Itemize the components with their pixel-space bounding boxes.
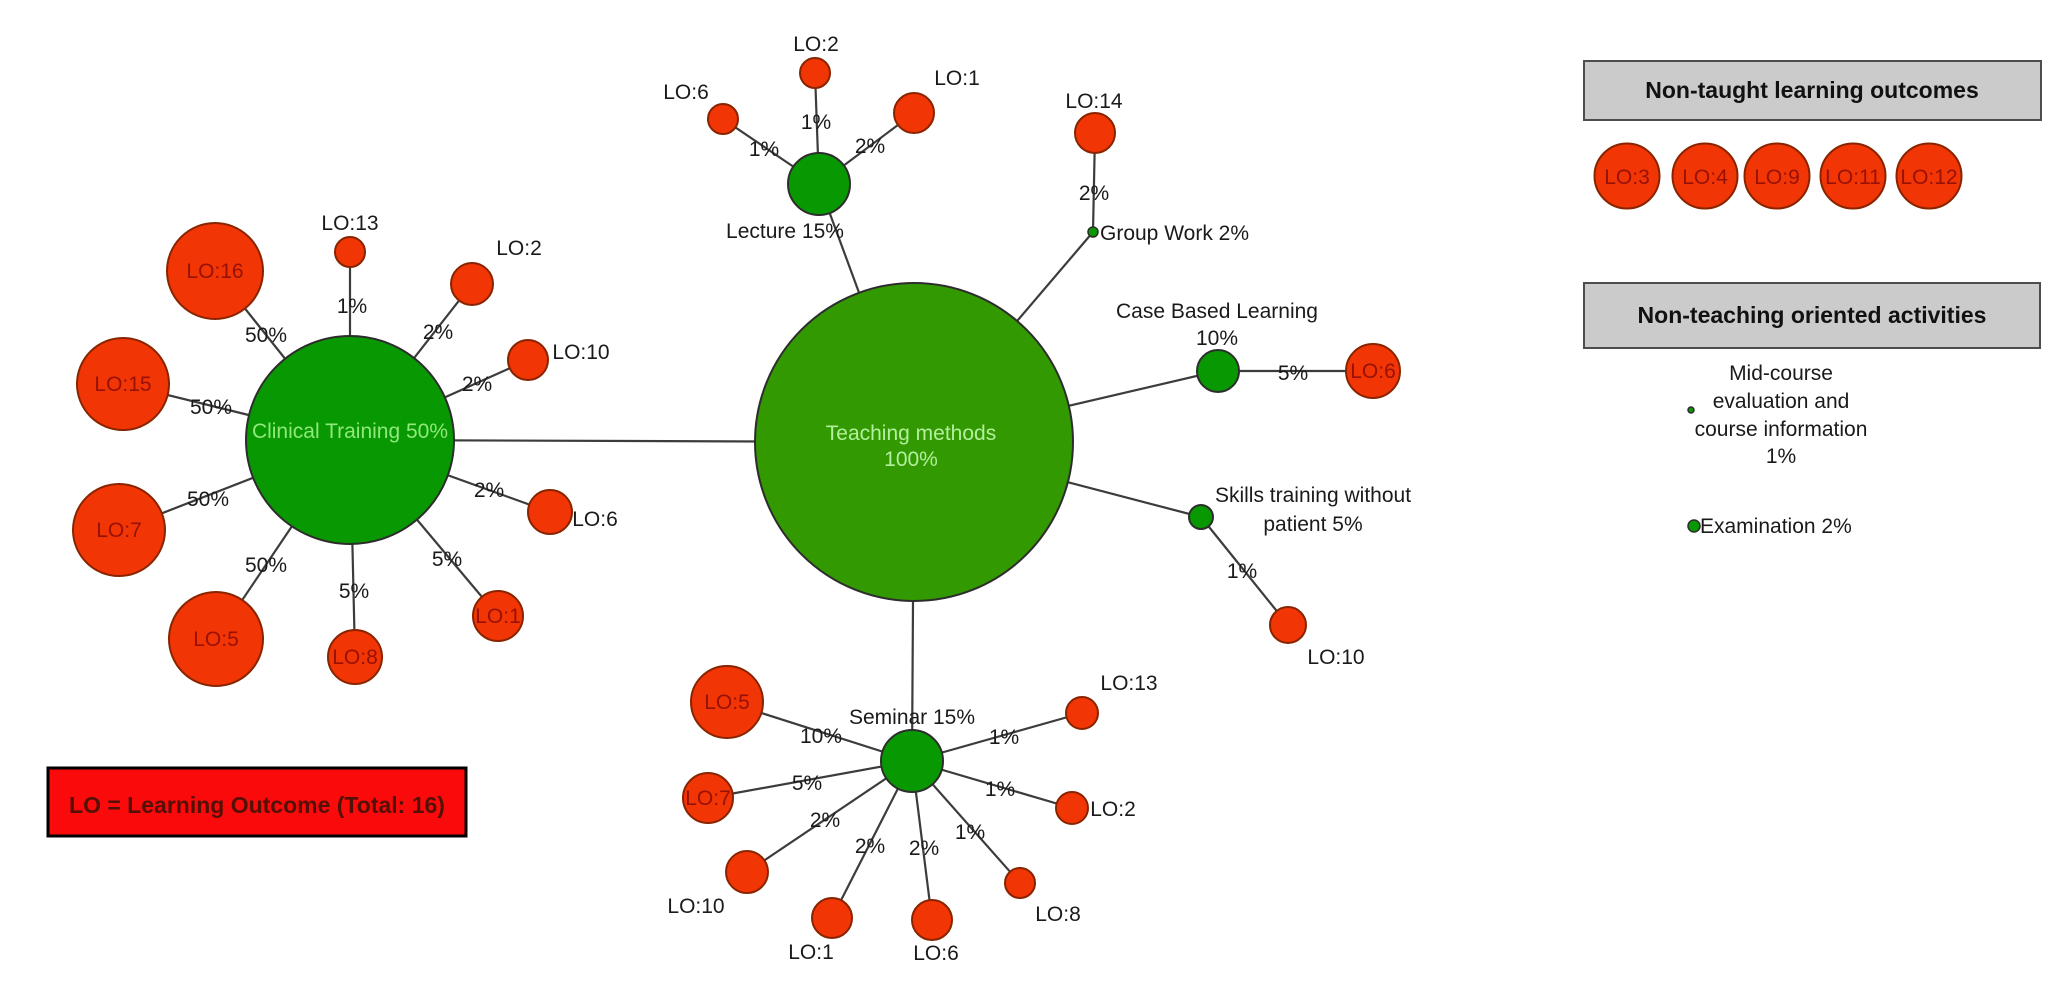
- svg-text:evaluation and: evaluation and: [1713, 390, 1850, 413]
- svg-text:Group Work 2%: Group Work 2%: [1100, 222, 1249, 245]
- svg-text:LO:1: LO:1: [475, 605, 521, 628]
- svg-text:LO:11: LO:11: [1825, 166, 1881, 189]
- svg-text:LO:1: LO:1: [788, 941, 834, 964]
- svg-text:LO:10: LO:10: [1307, 646, 1364, 669]
- svg-text:2%: 2%: [855, 835, 885, 858]
- svg-text:LO:16: LO:16: [186, 260, 243, 283]
- svg-text:LO:6: LO:6: [913, 942, 959, 965]
- svg-text:LO:15: LO:15: [94, 373, 151, 396]
- svg-text:1%: 1%: [955, 821, 985, 844]
- svg-text:50%: 50%: [190, 396, 232, 419]
- svg-text:LO:3: LO:3: [1604, 166, 1650, 189]
- svg-text:LO:10: LO:10: [667, 895, 724, 918]
- svg-text:100%: 100%: [884, 448, 938, 471]
- svg-text:5%: 5%: [432, 548, 462, 571]
- svg-text:2%: 2%: [462, 373, 492, 396]
- svg-text:5%: 5%: [792, 772, 822, 795]
- svg-text:Non-teaching oriented activiti: Non-teaching oriented activities: [1638, 302, 1987, 328]
- svg-text:LO:5: LO:5: [704, 691, 750, 714]
- svg-text:50%: 50%: [245, 324, 287, 347]
- svg-text:2%: 2%: [909, 837, 939, 860]
- svg-text:Teaching methods: Teaching methods: [826, 422, 996, 445]
- svg-text:1%: 1%: [337, 295, 367, 318]
- svg-text:1%: 1%: [1766, 445, 1796, 468]
- svg-text:1%: 1%: [989, 726, 1019, 749]
- svg-text:Clinical Training 50%: Clinical Training 50%: [252, 420, 448, 443]
- svg-text:LO:5: LO:5: [193, 628, 239, 651]
- svg-text:10%: 10%: [1196, 327, 1238, 350]
- svg-text:50%: 50%: [187, 488, 229, 511]
- svg-text:LO:9: LO:9: [1754, 166, 1800, 189]
- svg-text:patient 5%: patient 5%: [1263, 513, 1362, 536]
- svg-text:LO:2: LO:2: [1090, 798, 1136, 821]
- svg-text:2%: 2%: [423, 321, 453, 344]
- svg-text:Case Based Learning: Case Based Learning: [1116, 300, 1318, 323]
- svg-text:1%: 1%: [749, 138, 779, 161]
- svg-text:2%: 2%: [810, 809, 840, 832]
- svg-text:LO:7: LO:7: [96, 519, 142, 542]
- svg-text:LO:4: LO:4: [1682, 166, 1728, 189]
- svg-text:50%: 50%: [245, 554, 287, 577]
- svg-text:LO:13: LO:13: [1100, 672, 1157, 695]
- svg-text:1%: 1%: [1227, 560, 1257, 583]
- svg-text:LO:14: LO:14: [1065, 90, 1123, 113]
- svg-text:LO:6: LO:6: [1350, 360, 1396, 383]
- svg-text:course information: course information: [1695, 418, 1868, 441]
- svg-text:LO = Learning Outcome (Total:: LO = Learning Outcome (Total: 16): [69, 792, 445, 818]
- svg-text:5%: 5%: [339, 580, 369, 603]
- svg-text:LO:12: LO:12: [1900, 166, 1957, 189]
- svg-text:2%: 2%: [1079, 182, 1109, 205]
- svg-text:5%: 5%: [1278, 362, 1308, 385]
- svg-text:2%: 2%: [855, 135, 885, 158]
- svg-text:10%: 10%: [800, 725, 842, 748]
- svg-text:Mid-course: Mid-course: [1729, 362, 1833, 385]
- svg-text:LO:6: LO:6: [572, 508, 618, 531]
- svg-text:Skills training without: Skills training without: [1215, 484, 1411, 507]
- svg-text:Examination 2%: Examination 2%: [1700, 515, 1852, 538]
- svg-text:LO:8: LO:8: [332, 646, 378, 669]
- svg-text:Lecture 15%: Lecture 15%: [726, 220, 844, 243]
- svg-text:LO:2: LO:2: [496, 237, 542, 260]
- svg-text:2%: 2%: [474, 479, 504, 502]
- svg-text:LO:10: LO:10: [552, 341, 609, 364]
- svg-text:LO:1: LO:1: [934, 67, 980, 90]
- svg-text:LO:8: LO:8: [1035, 903, 1081, 926]
- svg-text:LO:7: LO:7: [685, 787, 731, 810]
- svg-text:Seminar 15%: Seminar 15%: [849, 706, 975, 729]
- svg-text:1%: 1%: [985, 778, 1015, 801]
- svg-text:LO:13: LO:13: [321, 212, 378, 235]
- svg-text:Non-taught learning outcomes: Non-taught learning outcomes: [1645, 77, 1979, 103]
- svg-text:LO:6: LO:6: [663, 81, 709, 104]
- svg-text:1%: 1%: [801, 111, 831, 134]
- svg-text:LO:2: LO:2: [793, 33, 839, 56]
